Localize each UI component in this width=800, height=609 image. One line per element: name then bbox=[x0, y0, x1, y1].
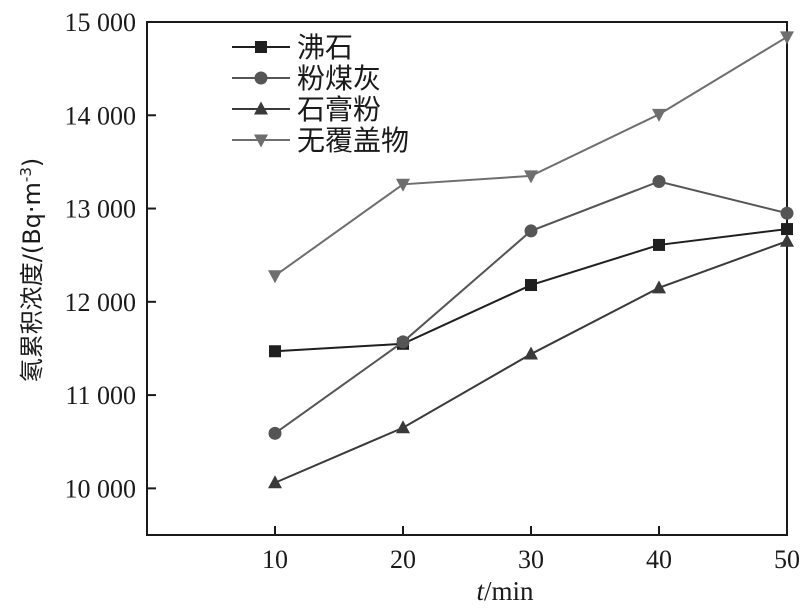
series-3 bbox=[268, 233, 794, 489]
y-tick-label: 11 000 bbox=[65, 381, 136, 410]
y-tick-label: 13 000 bbox=[65, 195, 137, 224]
plot-frame bbox=[146, 21, 788, 536]
series-4 bbox=[268, 31, 794, 284]
data-point bbox=[396, 420, 410, 434]
data-point bbox=[653, 238, 665, 251]
data-point bbox=[268, 426, 282, 440]
legend-label: 石膏粉 bbox=[297, 93, 381, 126]
data-point bbox=[269, 345, 281, 358]
data-point bbox=[780, 233, 794, 247]
legend-marker bbox=[254, 71, 268, 85]
series-line bbox=[274, 180, 788, 435]
legend-entry-4: 无覆盖物 bbox=[232, 124, 409, 157]
series-1 bbox=[269, 223, 793, 358]
x-tick-label: 30 bbox=[518, 545, 544, 574]
y-tick-label: 12 000 bbox=[65, 288, 137, 317]
data-point bbox=[652, 108, 666, 122]
legend-label: 粉煤灰 bbox=[297, 62, 381, 95]
series-2 bbox=[268, 174, 794, 440]
data-point bbox=[780, 206, 794, 220]
x-tick-label: 40 bbox=[646, 545, 672, 574]
legend-marker bbox=[255, 41, 267, 53]
series-line bbox=[274, 240, 788, 484]
data-point bbox=[396, 335, 410, 349]
legend-marker bbox=[254, 134, 268, 148]
legend-marker bbox=[254, 101, 268, 115]
x-tick-label: 20 bbox=[390, 545, 416, 574]
x-axis-label-unit: /min bbox=[484, 576, 534, 606]
legend-entry-2: 粉煤灰 bbox=[232, 62, 381, 95]
legend-label: 沸石 bbox=[297, 31, 353, 64]
data-point bbox=[652, 174, 666, 188]
y-tick-label: 14 000 bbox=[65, 101, 137, 130]
legend-label: 无覆盖物 bbox=[297, 124, 409, 157]
y-axis-label: 氡累积浓度/(Bq·m-3) bbox=[17, 158, 46, 383]
data-point bbox=[524, 170, 538, 184]
legend-entry-1: 沸石 bbox=[232, 31, 353, 64]
y-tick-label: 15 000 bbox=[65, 8, 137, 37]
y-axis-label-sup: -3 bbox=[17, 167, 35, 182]
data-point bbox=[524, 346, 538, 360]
axes: 10 20 30 40 50 10 000 11 000 12 000 13 000 14 000… bbox=[65, 8, 800, 574]
data-point bbox=[525, 279, 537, 292]
data-point bbox=[781, 223, 793, 236]
x-axis-label: t/min bbox=[476, 576, 534, 606]
y-axis-label-text: 氡累积浓度/(Bq·m bbox=[18, 182, 46, 382]
data-point bbox=[268, 475, 282, 489]
data-point bbox=[780, 31, 794, 45]
x-tick-label: 50 bbox=[774, 545, 800, 574]
data-point bbox=[652, 280, 666, 294]
data-point bbox=[396, 178, 410, 192]
series-layer bbox=[268, 31, 794, 489]
data-point bbox=[524, 224, 538, 238]
data-point bbox=[268, 270, 282, 284]
x-axis-label-var: t bbox=[476, 576, 485, 606]
legend-entry-3: 石膏粉 bbox=[232, 93, 381, 126]
y-axis-label-close: ) bbox=[18, 158, 46, 167]
x-tick-label: 10 bbox=[262, 545, 288, 574]
y-tick-label: 10 000 bbox=[65, 474, 137, 503]
